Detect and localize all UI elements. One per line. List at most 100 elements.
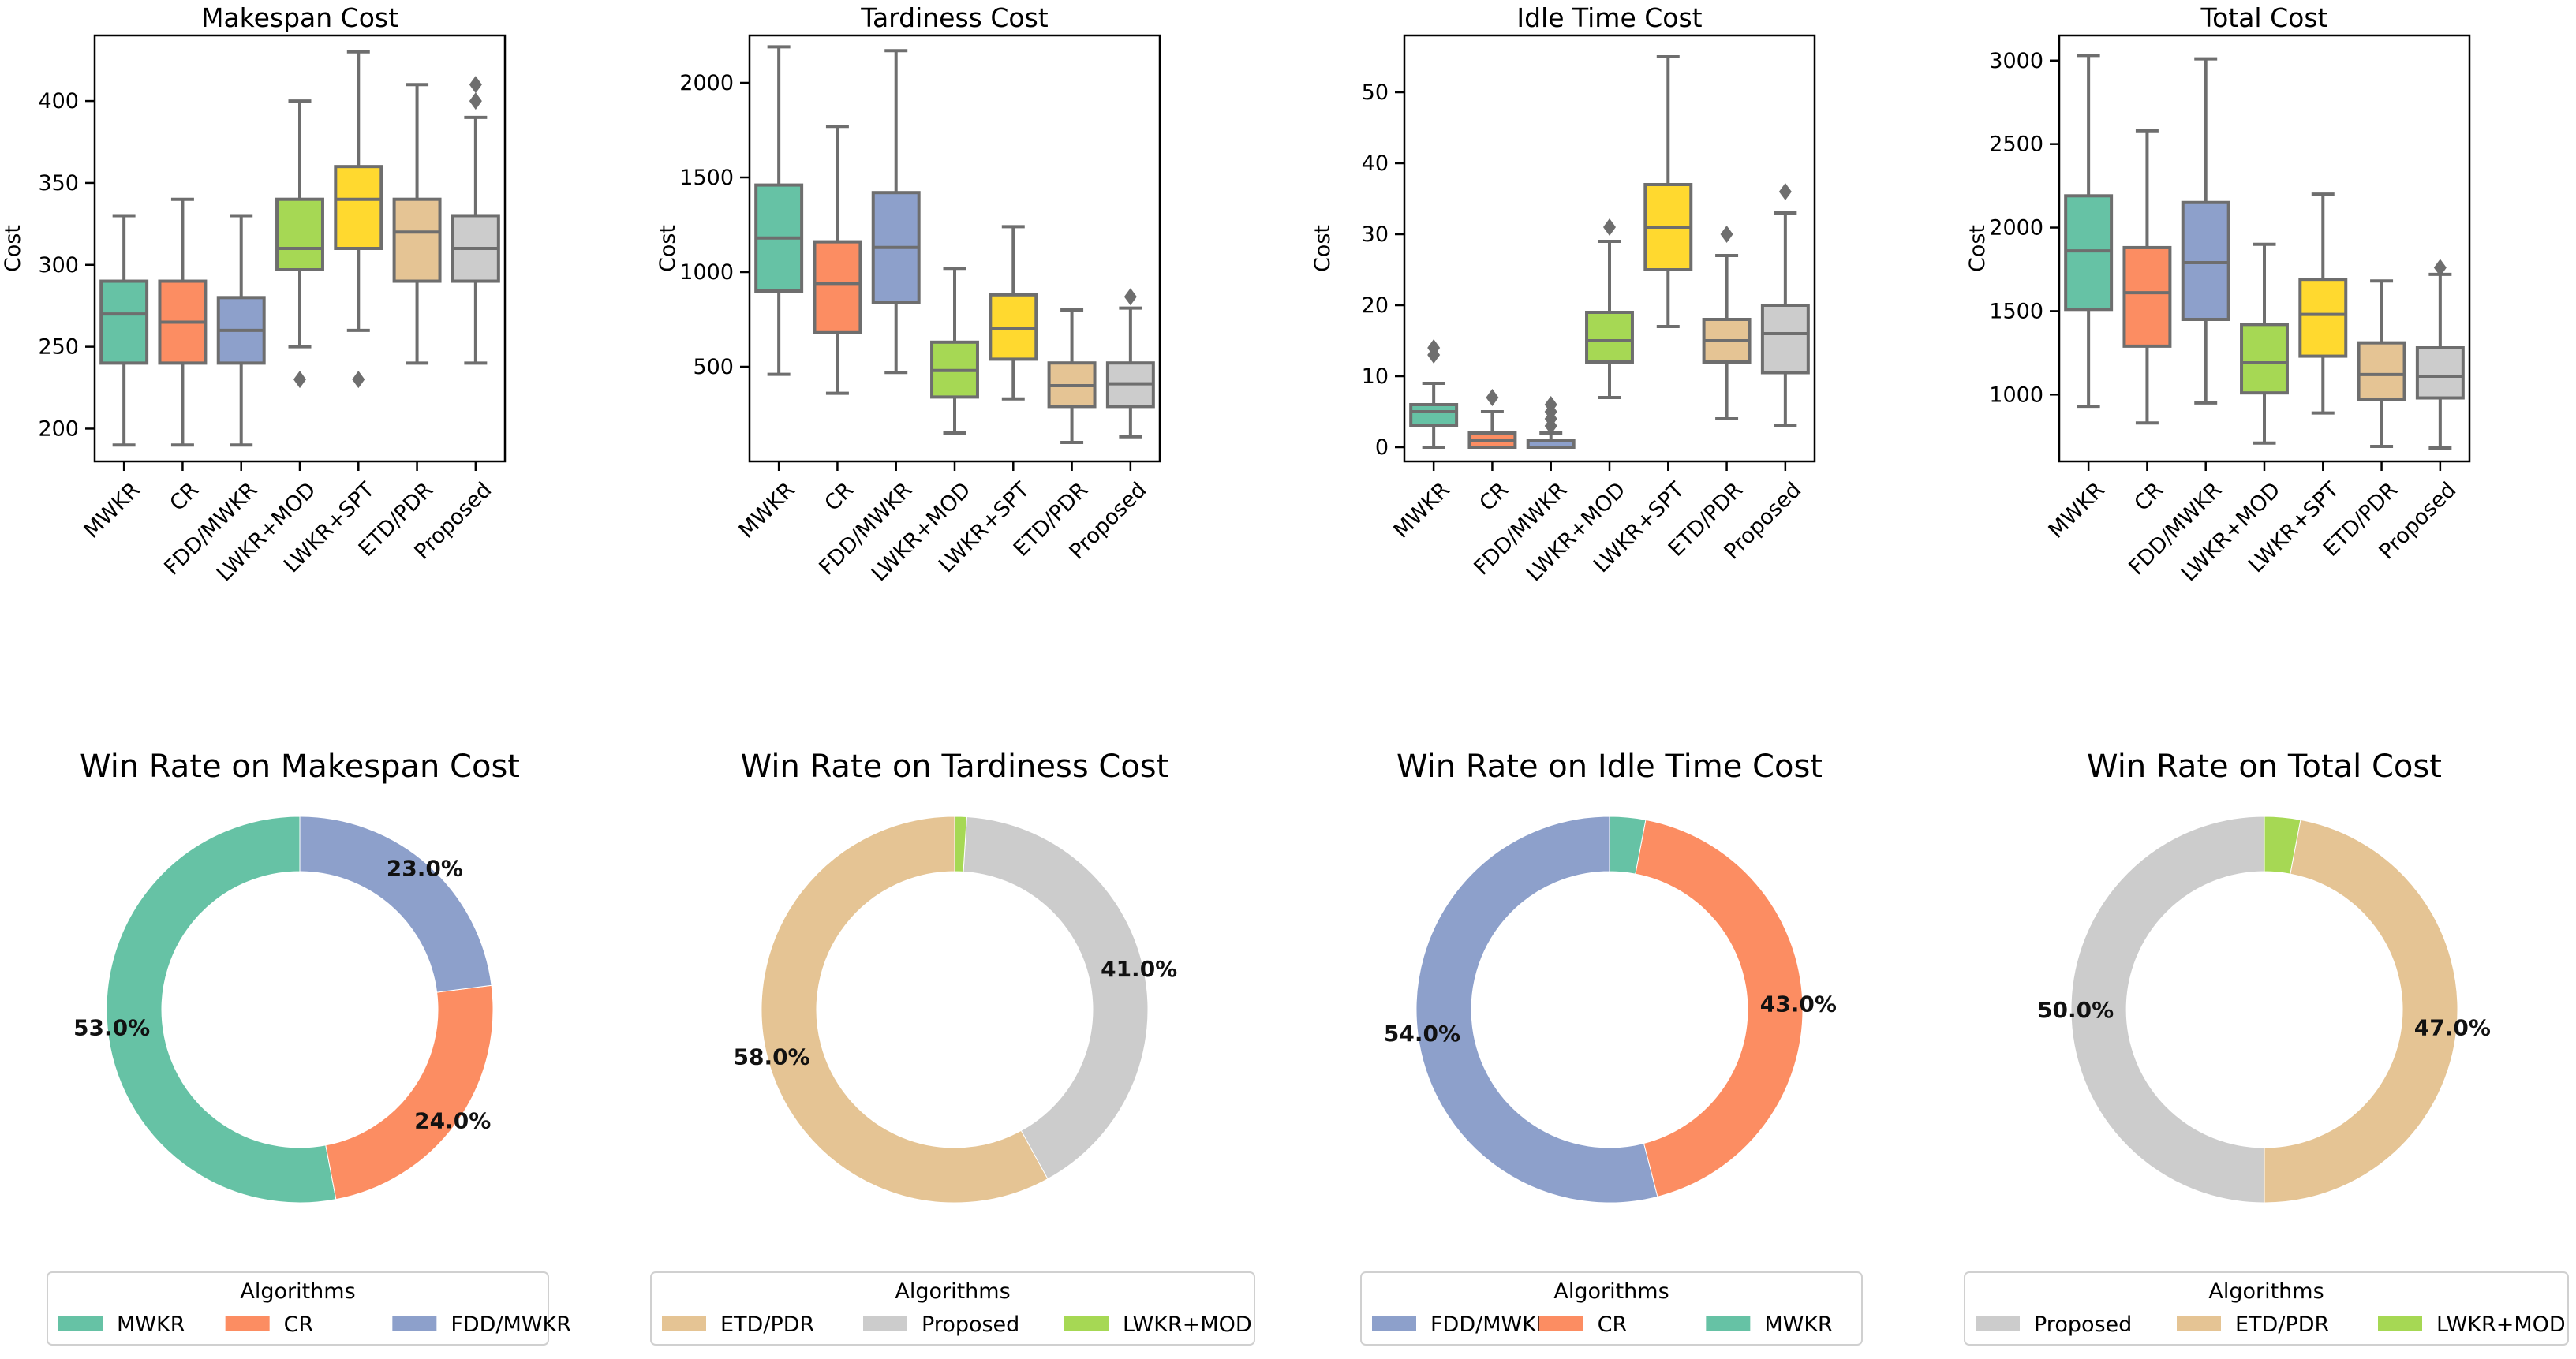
y-tick-label: 50	[1362, 80, 1389, 105]
legend-title: Algorithms	[2208, 1279, 2324, 1304]
legend-swatch	[863, 1316, 907, 1331]
y-tick-label: 40	[1362, 151, 1389, 176]
legend-label: LWKR+MOD	[1123, 1312, 1252, 1337]
chart-title: Win Rate on Total Cost	[2087, 749, 2442, 785]
box-iqr	[2181, 200, 2230, 321]
chart-title: Total Cost	[2200, 2, 2328, 33]
slice-percent-label: 54.0%	[1384, 1021, 1460, 1047]
box-iqr	[2122, 245, 2172, 348]
box-iqr	[2240, 323, 2289, 395]
legend-swatch	[1372, 1316, 1416, 1331]
donut-slice	[2070, 816, 2265, 1204]
slice-percent-label: 53.0%	[73, 1015, 150, 1041]
donut-slice	[1635, 819, 1804, 1197]
y-tick-label: 3000	[1989, 49, 2043, 73]
donut-slice	[1415, 816, 1658, 1204]
box-iqr	[2298, 278, 2348, 358]
slice-percent-label: 41.0%	[1101, 956, 1177, 982]
box-iqr	[99, 279, 149, 365]
outlier-marker	[469, 92, 482, 110]
chart-title: Idle Time Cost	[1516, 2, 1702, 33]
outlier-marker	[1486, 389, 1499, 406]
legend-label: FDD/MWKR	[1430, 1312, 1551, 1337]
x-tick-label: MWKR	[2044, 478, 2110, 543]
donut-slice	[761, 816, 1049, 1204]
legend-title: Algorithms	[240, 1279, 355, 1304]
box-iqr	[392, 197, 442, 283]
legend-label: ETD/PDR	[720, 1312, 814, 1337]
slice-percent-label: 58.0%	[734, 1044, 810, 1070]
y-tick-label: 10	[1362, 364, 1389, 389]
legend-label: CR	[284, 1312, 314, 1337]
legend-label: MWKR	[117, 1312, 185, 1337]
x-tick-label: MWKR	[80, 478, 145, 543]
y-tick-label: 350	[38, 171, 79, 196]
legend-swatch	[1538, 1316, 1583, 1331]
y-tick-label: 2500	[1989, 133, 2043, 157]
box-iqr	[334, 165, 383, 250]
outlier-marker	[1778, 183, 1792, 200]
legend-swatch	[225, 1316, 270, 1331]
slice-percent-label: 23.0%	[387, 855, 463, 881]
box-iqr	[2357, 341, 2406, 401]
outlier-marker	[293, 371, 306, 389]
outlier-marker	[2433, 259, 2447, 277]
legend-swatch	[1064, 1316, 1109, 1331]
box-iqr	[2064, 194, 2114, 312]
x-tick-label: MWKR	[1389, 478, 1455, 543]
box-iqr	[275, 197, 324, 271]
y-axis-label: Cost	[656, 225, 680, 272]
donut-slice	[1609, 816, 1647, 875]
legend-label: FDD/MWKR	[451, 1312, 571, 1337]
slice-percent-label: 24.0%	[414, 1108, 491, 1134]
y-tick-label: 2000	[679, 71, 734, 95]
outlier-marker	[1720, 226, 1733, 243]
outlier-marker	[1123, 288, 1137, 306]
box-iqr	[1585, 311, 1634, 364]
outlier-marker	[1544, 396, 1557, 413]
donut-slice	[106, 816, 337, 1204]
y-tick-label: 1500	[679, 166, 734, 190]
box-iqr	[2415, 346, 2465, 400]
donut-slice	[2264, 819, 2458, 1204]
outlier-marker	[1603, 218, 1616, 236]
x-tick-label: CR	[820, 478, 858, 517]
legend-title: Algorithms	[1553, 1279, 1669, 1304]
y-tick-label: 500	[693, 355, 734, 379]
legend-title: Algorithms	[895, 1279, 1010, 1304]
outlier-marker	[1427, 339, 1441, 357]
legend-label: LWKR+MOD	[2436, 1312, 2566, 1337]
y-tick-label: 200	[38, 416, 79, 441]
legend-label: Proposed	[922, 1312, 1019, 1337]
legend-swatch	[2177, 1316, 2221, 1331]
donut-slice	[963, 816, 1149, 1180]
y-axis-label: Cost	[1, 225, 25, 272]
y-tick-label: 250	[38, 335, 79, 360]
y-axis-label: Cost	[1965, 225, 1990, 272]
x-tick-label: CR	[2129, 478, 2168, 517]
y-tick-label: 30	[1362, 222, 1389, 247]
chart-title: Tardiness Cost	[860, 2, 1049, 33]
outlier-marker	[469, 76, 482, 94]
donut-slice	[954, 816, 967, 872]
donut-slice	[299, 816, 492, 993]
slice-percent-label: 47.0%	[2414, 1015, 2491, 1041]
chart-title: Win Rate on Makespan Cost	[80, 749, 520, 785]
box-iqr	[1760, 304, 1810, 375]
chart-title: Win Rate on Tardiness Cost	[741, 749, 1169, 785]
donut-slice	[325, 984, 494, 1200]
legend-swatch	[1976, 1316, 2020, 1331]
legend-label: CR	[1598, 1312, 1628, 1337]
x-tick-label: CR	[165, 478, 204, 517]
legend-label: Proposed	[2034, 1312, 2132, 1337]
legend-swatch	[2378, 1316, 2422, 1331]
chart-title: Makespan Cost	[201, 2, 398, 33]
legend-label: MWKR	[1764, 1312, 1832, 1337]
legend-swatch	[58, 1316, 103, 1331]
y-tick-label: 1000	[1989, 383, 2043, 407]
y-tick-label: 300	[38, 253, 79, 278]
slice-percent-label: 43.0%	[1760, 991, 1837, 1017]
y-tick-label: 0	[1375, 435, 1389, 460]
